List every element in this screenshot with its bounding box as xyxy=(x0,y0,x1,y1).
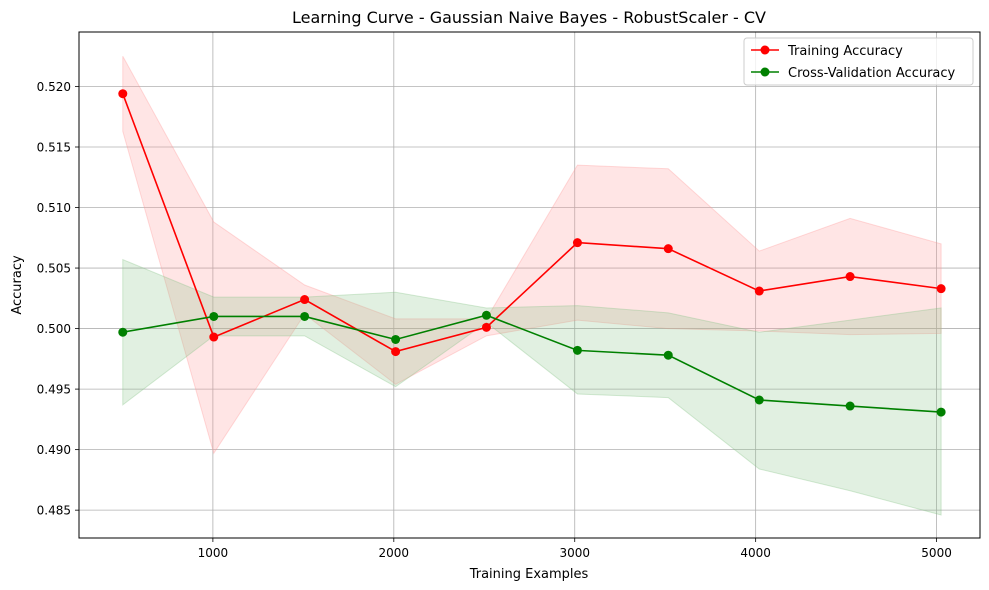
point-cross-validation xyxy=(754,395,764,405)
point-training xyxy=(572,238,582,248)
y-tick-label: 0.490 xyxy=(37,443,71,457)
plot-frame xyxy=(78,31,981,539)
point-training xyxy=(936,284,946,294)
y-tick-label: 0.520 xyxy=(37,80,71,94)
y-tick-label: 0.510 xyxy=(37,201,71,215)
legend-marker-training xyxy=(760,45,770,55)
y-tick-label: 0.500 xyxy=(37,322,71,336)
y-axis-ticks: 0.485 0.490 0.495 0.500 0.505 0.510 0.515 0.520 xyxy=(37,80,79,518)
y-tick-label: 0.505 xyxy=(37,262,71,276)
confidence-bands xyxy=(122,55,942,516)
point-training xyxy=(481,322,491,332)
line-training xyxy=(122,93,942,353)
point-cross-validation xyxy=(845,401,855,411)
band-cross-validation xyxy=(122,258,942,516)
point-cross-validation xyxy=(391,334,401,344)
y-tick-label: 0.495 xyxy=(37,383,71,397)
x-tick-label: 3000 xyxy=(559,546,590,560)
point-cross-validation xyxy=(663,350,673,360)
point-cross-validation xyxy=(572,345,582,355)
point-cross-validation xyxy=(481,310,491,320)
x-axis-ticks: 1000 2000 3000 4000 5000 xyxy=(198,538,952,560)
y-axis-label: Accuracy xyxy=(10,255,25,315)
x-tick-label: 4000 xyxy=(740,546,771,560)
point-training xyxy=(754,286,764,296)
y-tick-label: 0.485 xyxy=(37,504,71,518)
point-training xyxy=(845,272,855,282)
line-cross-validation xyxy=(122,314,942,413)
point-cross-validation xyxy=(118,327,128,337)
series-markers xyxy=(118,89,946,417)
point-training xyxy=(300,295,310,305)
x-tick-label: 2000 xyxy=(379,546,410,560)
point-cross-validation xyxy=(209,311,219,321)
series-lines xyxy=(122,93,942,413)
legend-label-cross-validation: Cross-Validation Accuracy xyxy=(788,66,956,81)
y-tick-label: 0.515 xyxy=(37,141,71,155)
grid xyxy=(79,32,980,538)
band-training xyxy=(122,55,942,455)
point-training xyxy=(209,332,219,342)
point-cross-validation xyxy=(300,311,310,321)
point-training xyxy=(663,244,673,254)
point-training xyxy=(391,347,401,357)
legend-box xyxy=(743,37,974,86)
legend: Training Accuracy Cross-Validation Accur… xyxy=(743,37,974,86)
legend-marker-cross-validation xyxy=(760,67,770,77)
x-tick-label: 5000 xyxy=(921,546,952,560)
point-training xyxy=(118,89,128,99)
legend-label-training: Training Accuracy xyxy=(787,44,903,59)
x-axis-label: Training Examples xyxy=(469,567,589,582)
chart-title: Learning Curve - Gaussian Naive Bayes - … xyxy=(292,8,766,27)
point-cross-validation xyxy=(936,407,946,417)
x-tick-label: 1000 xyxy=(198,546,229,560)
